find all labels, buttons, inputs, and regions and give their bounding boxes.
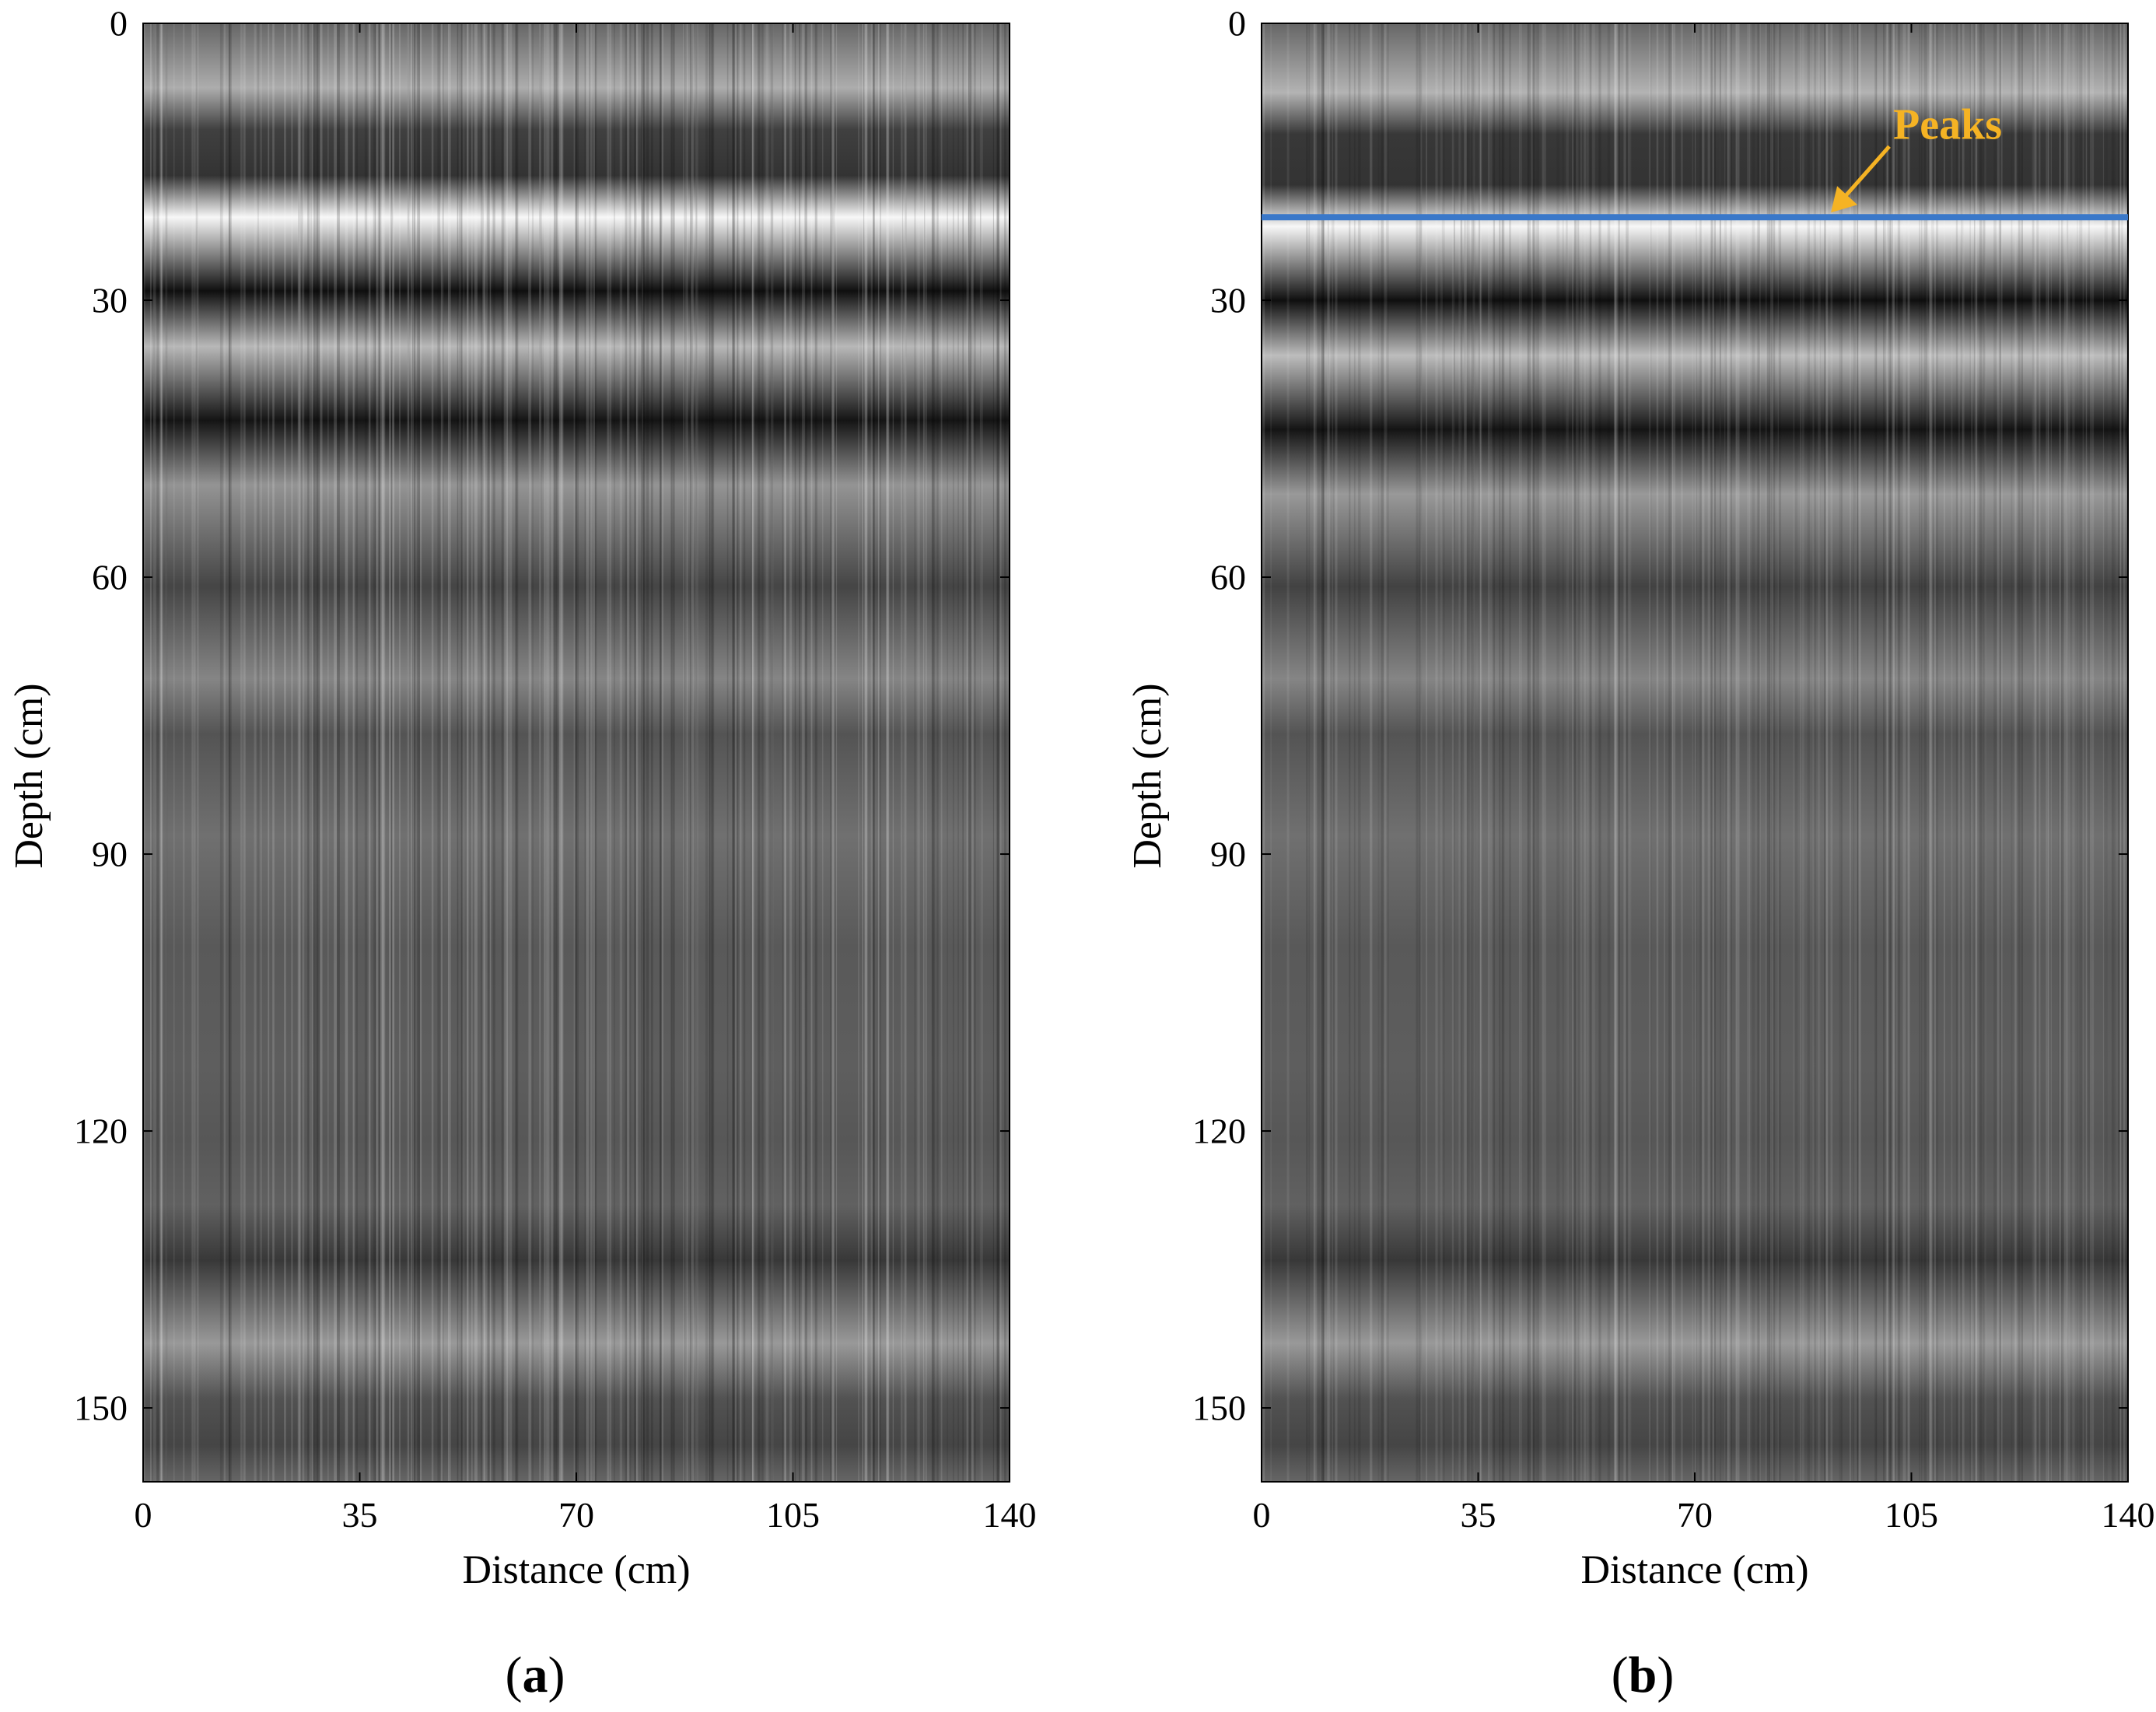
y-tick-label: 90: [92, 835, 128, 874]
x-tick-label: 105: [766, 1495, 820, 1535]
y-tick-label: 0: [110, 4, 128, 44]
trace-texture: [143, 23, 1010, 1482]
y-tick-label: 30: [1210, 281, 1246, 320]
y-tick-label: 120: [74, 1112, 128, 1151]
y-tick-label: 90: [1210, 835, 1246, 874]
x-tick-label: 140: [983, 1495, 1037, 1535]
x-tick-label: 0: [135, 1495, 152, 1535]
x-axis-label-a: Distance (cm): [462, 1548, 690, 1592]
y-tick-label: 120: [1192, 1112, 1246, 1151]
axes-a: 0 30 60 90 120 150 0 35 70 105 140: [74, 4, 1037, 1535]
y-tick-label: 0: [1228, 4, 1246, 44]
radargram-image: [1262, 23, 2128, 1482]
x-tick-label: 0: [1253, 1495, 1271, 1535]
overlay-b: Peaks: [1262, 100, 2128, 221]
panel-label-b: (b): [1612, 1647, 1675, 1703]
annotation-arrow-head: [1831, 186, 1858, 213]
panel-letter-a: a: [523, 1647, 548, 1703]
y-axis-label-a: Depth (cm): [7, 683, 51, 868]
x-axis-label-b: Distance (cm): [1580, 1548, 1808, 1592]
y-tick-label: 150: [1192, 1388, 1246, 1428]
radargram-image: [143, 23, 1010, 1482]
radargram-plot-b: [1262, 23, 2128, 1482]
y-axis-label-b: Depth (cm): [1125, 683, 1170, 868]
y-tick-label: 60: [92, 558, 128, 597]
x-tick-label: 105: [1885, 1495, 1938, 1535]
panel-letter-b: b: [1629, 1647, 1657, 1703]
axes-b: 0 30 60 90 120 150 0 35 70 105 140: [1192, 4, 2155, 1535]
panel-a: 0 30 60 90 120 150 0 35 70 105 140 Distance (cm) D…: [7, 4, 1037, 1704]
y-tick-label: 60: [1210, 558, 1246, 597]
radargram-plot-a: [143, 23, 1010, 1482]
x-tick-label: 70: [558, 1495, 594, 1535]
annotation-peaks-label: Peaks: [1893, 100, 2002, 149]
annotation-arrow-shaft: [1840, 145, 1891, 201]
panel-label-a: (a): [506, 1647, 565, 1703]
x-tick-label: 140: [2102, 1495, 2155, 1535]
x-tick-label: 35: [342, 1495, 378, 1535]
x-tick-label: 70: [1677, 1495, 1713, 1535]
y-tick-label: 30: [92, 281, 128, 320]
panel-b: 0 30 60 90 120 150 0 35 70 105 140 Distance (cm) D…: [1125, 4, 2155, 1704]
x-tick-label: 35: [1461, 1495, 1496, 1535]
y-tick-label: 150: [74, 1388, 128, 1428]
